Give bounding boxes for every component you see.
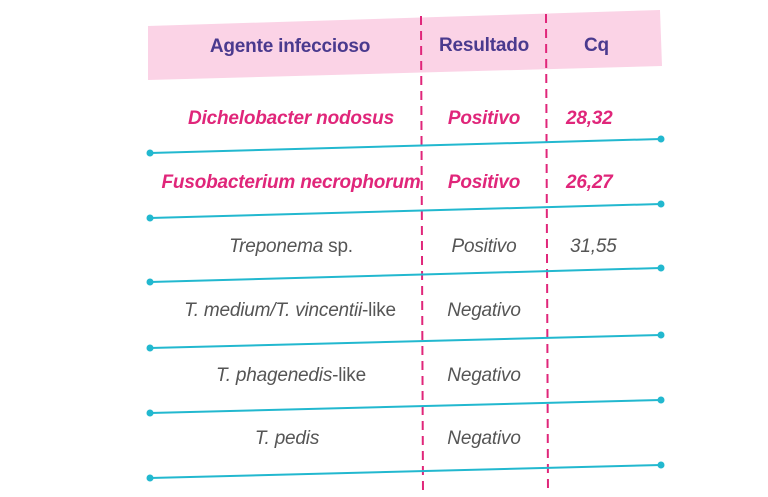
table-row-2-agent: Fusobacterium necrophorum [162,172,421,194]
header-band [148,10,662,80]
row-divider-4 [149,334,662,349]
agent-name: T. medium/T. vincentii [184,300,363,321]
table-row-3-cq: 31,55 [570,236,617,257]
row-divider-1-start-dot [146,149,154,157]
row-divider-6 [149,464,662,479]
table-row-5-agent: T. phagenedis-like [216,365,366,387]
agent-suffix: -like [332,365,366,386]
row-divider-1-end-dot [657,135,665,143]
row-divider-5-start-dot [146,409,154,417]
row-divider-4-start-dot [146,344,154,352]
agent-suffix: sp. [323,236,353,257]
agent-name: T. pedis [254,428,320,449]
row-divider-1 [149,138,662,154]
row-dividers [146,135,665,482]
table-row-3-result: Positivo [451,236,517,257]
agent-name: T. phagenedis [216,365,333,386]
column-divider-1 [420,15,424,495]
agent-name: Treponema [229,236,324,257]
table-row-1-cq: 28,32 [566,108,613,129]
table-row-3-agent: Treponema sp. [229,236,353,258]
agent-name: Dichelobacter nodosus [188,108,394,129]
row-divider-2 [149,203,662,219]
row-divider-5 [149,399,662,414]
header-cq: Cq [584,35,609,56]
row-divider-5-end-dot [657,396,665,404]
header-agent: Agente infeccioso [209,36,371,57]
column-divider-2 [545,13,549,495]
table-row-6-result: Negativo [447,428,521,449]
table-row-6-agent: T. pedis [255,428,319,450]
table-row-1-result: Positivo [447,108,521,129]
row-divider-6-start-dot [146,474,154,482]
row-divider-3 [149,267,662,283]
row-divider-4-end-dot [657,331,665,339]
header-result: Resultado [438,35,530,56]
table-row-5-result: Negativo [447,365,521,386]
table-row-2-cq: 26,27 [566,172,613,193]
table-row-1-agent: Dichelobacter nodosus [188,108,394,130]
table-row-2-result: Positivo [447,172,521,193]
row-divider-3-end-dot [657,264,665,272]
agent-name: Fusobacterium necrophorum [161,172,421,193]
column-dividers [420,13,549,495]
table-row-4-agent: T. medium/T. vincentii-like [184,300,396,322]
row-divider-6-end-dot [657,461,665,469]
row-divider-2-start-dot [146,214,154,222]
row-divider-3-start-dot [146,278,154,286]
agent-suffix: -like [362,300,396,321]
table-row-4-result: Negativo [447,300,521,321]
row-divider-2-end-dot [657,200,665,208]
